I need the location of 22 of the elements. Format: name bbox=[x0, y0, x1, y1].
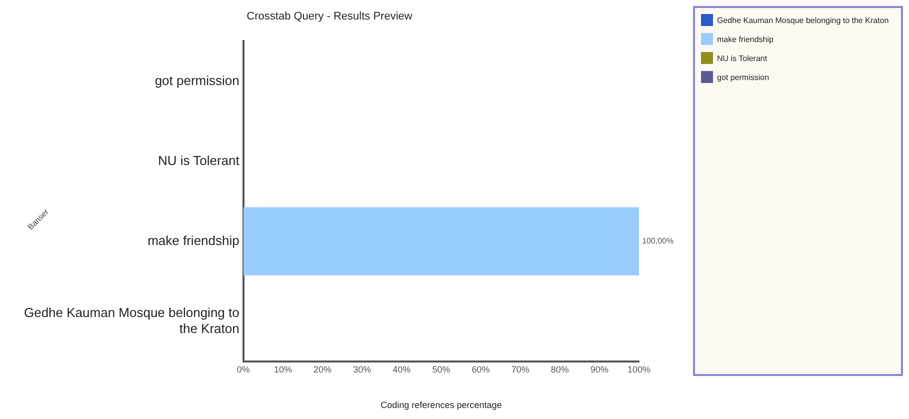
y-tick-label: make friendship bbox=[148, 232, 240, 248]
x-tick-label: 50% bbox=[432, 364, 450, 374]
x-tick-label: 40% bbox=[392, 364, 411, 374]
data-label: 100,00% bbox=[642, 236, 674, 246]
legend-label: got permission bbox=[717, 72, 770, 82]
x-tick-label: 90% bbox=[590, 364, 608, 374]
chart-title: Crosstab Query - Results Preview bbox=[246, 10, 412, 23]
x-tick-label: 10% bbox=[274, 364, 292, 374]
x-axis-title: Coding references percentage bbox=[380, 400, 502, 410]
legend-label: NU is Tolerant bbox=[717, 54, 768, 62]
x-tick-label: 20% bbox=[313, 364, 332, 374]
y-tick-label: got permission bbox=[154, 72, 240, 88]
x-tick-label: 70% bbox=[511, 364, 530, 374]
legend-label: make friendship bbox=[717, 34, 774, 44]
x-tick-label: 80% bbox=[550, 364, 569, 374]
y-tick-label: Gedhe Kauman Mosque belonging to the Kraton bbox=[24, 305, 240, 336]
x-tick-label: 100% bbox=[627, 364, 651, 374]
x-tick-label: 30% bbox=[353, 364, 372, 374]
x-tick-label: 60% bbox=[472, 364, 490, 374]
y-tick-label: NU is Tolerant bbox=[158, 152, 240, 168]
legend-label: Gedhe Kauman Mosque belonging to the Kraton bbox=[717, 16, 889, 24]
x-tick-label: 0% bbox=[236, 364, 250, 374]
